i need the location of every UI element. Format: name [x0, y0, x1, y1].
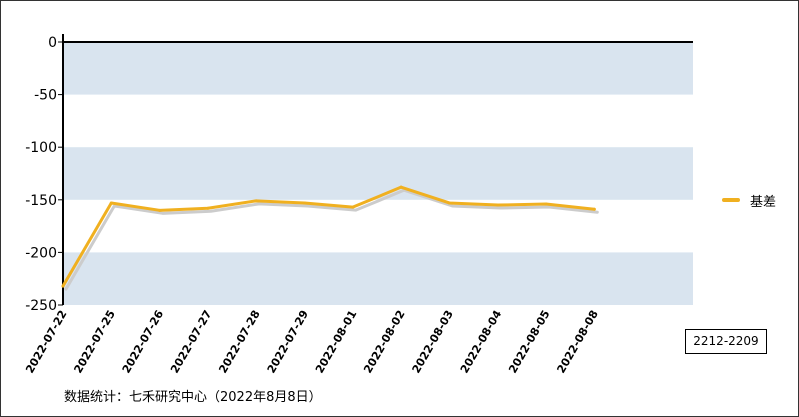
x-tick-label: 2022-07-26 [120, 308, 167, 376]
legend: 基差 [722, 190, 776, 210]
axes [62, 34, 693, 305]
data-point [158, 208, 162, 212]
x-tick-label: 2022-07-25 [71, 308, 117, 375]
x-tick-label: 2022-07-28 [216, 308, 262, 375]
series-layer [61, 185, 599, 291]
data-point [61, 284, 65, 288]
data-point [351, 205, 355, 209]
y-tick-label: 0 [48, 35, 57, 51]
series-line [61, 185, 596, 288]
x-tick-label: 2022-07-22 [23, 308, 69, 375]
source-note: 数据统计：七禾研究中心（2022年8月8日） [64, 390, 322, 405]
x-tick-label: 2022-07-29 [265, 308, 311, 375]
y-tick-label: -50 [34, 88, 57, 104]
x-tick-labels: 2022-07-22 2022-07-25 2022-07-26 2022-07-27… [23, 308, 601, 376]
x-tick-label: 2022-08-08 [554, 308, 600, 375]
grid-bands [63, 42, 693, 305]
y-tick-label: -200 [25, 245, 57, 261]
legend-swatch [722, 198, 740, 202]
data-point [544, 202, 548, 206]
grid-band [63, 42, 693, 95]
data-point [447, 201, 451, 205]
y-tick-label: -250 [25, 298, 57, 314]
x-tick-label: 2022-07-27 [168, 308, 214, 375]
x-tick-label: 2022-08-05 [506, 308, 552, 375]
x-tick-label: 2022-08-03 [410, 308, 456, 375]
data-point [206, 206, 210, 210]
data-point [592, 207, 596, 211]
legend-label: 基差 [750, 194, 777, 210]
data-point [399, 185, 403, 189]
y-tick-label: -100 [25, 140, 57, 156]
data-point [254, 199, 258, 203]
series-line-shadow [64, 188, 599, 291]
y-tick-label: -150 [25, 193, 57, 209]
x-tick-label: 2022-08-02 [361, 308, 407, 375]
contract-label: 2212-2209 [685, 329, 767, 354]
y-tick-labels: 0 -50 -100 -150 -200 -250 [25, 35, 63, 314]
data-point [496, 203, 500, 207]
x-tick-label: 2022-08-04 [458, 308, 505, 376]
x-tick-label: 2022-08-01 [313, 308, 359, 375]
data-point [109, 201, 113, 205]
data-point [303, 201, 306, 205]
grid-band [63, 147, 693, 200]
grid-band [63, 252, 693, 305]
